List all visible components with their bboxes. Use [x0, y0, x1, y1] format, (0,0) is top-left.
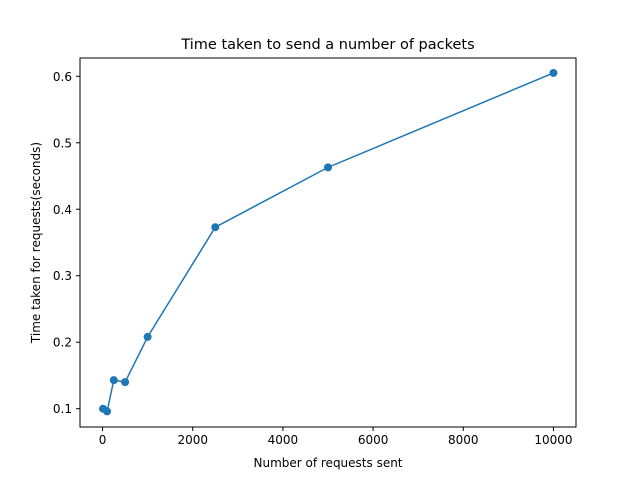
series-layer [98, 68, 558, 416]
x-tick-label: 8000 [448, 433, 479, 447]
data-point [549, 68, 558, 77]
x-tick-label: 0 [99, 433, 107, 447]
y-tick-label: 0.4 [53, 203, 72, 217]
x-tick-label: 4000 [268, 433, 299, 447]
plot-frame [79, 57, 577, 428]
y-tick-label: 0.6 [53, 70, 72, 84]
chart-title: Time taken to send a number of packets [180, 37, 474, 53]
data-point [109, 376, 118, 385]
y-axis-label: Time taken for requests(seconds) [29, 142, 43, 344]
data-point [211, 223, 220, 232]
x-tick-label: 2000 [177, 433, 208, 447]
y-tick-label: 0.2 [53, 336, 72, 350]
y-tick-label: 0.5 [53, 136, 72, 150]
x-axis-label: Number of requests sent [253, 456, 402, 470]
y-tick-label: 0.3 [53, 269, 72, 283]
data-point [121, 378, 130, 387]
data-point [324, 163, 332, 172]
x-tick-label: 6000 [358, 433, 389, 447]
data-point [143, 332, 152, 341]
y-axis: 0.1 0.2 0.3 0.4 0.5 0.6 [53, 70, 80, 416]
series-line [102, 72, 554, 413]
y-tick-label: 0.1 [53, 402, 72, 416]
data-point [103, 407, 112, 416]
x-tick-label: 10000 [534, 433, 572, 447]
x-axis: 0 2000 4000 6000 8000 10000 [99, 427, 573, 447]
